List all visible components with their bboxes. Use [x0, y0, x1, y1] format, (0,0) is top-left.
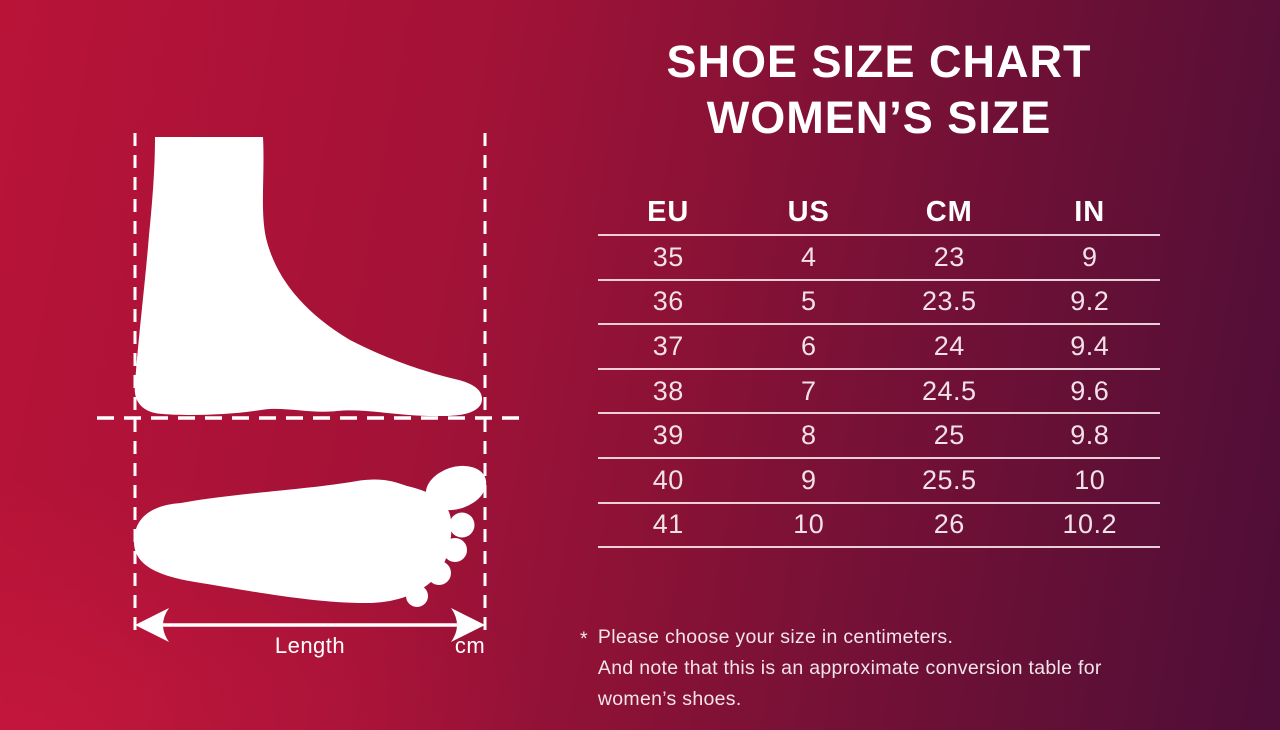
column-header: CM	[925, 195, 973, 228]
fifth-toe	[406, 585, 428, 607]
footnote-line-2: And note that this is an approximate con…	[597, 657, 1102, 710]
foot-measure-diagram: Length cm	[85, 120, 555, 680]
second-toe	[449, 512, 475, 538]
title-line-1: SHOE SIZE CHART	[666, 36, 1092, 87]
arrowhead-left	[135, 608, 169, 642]
title-line-2: WOMEN’S SIZE	[706, 92, 1052, 143]
table-cell: 26	[933, 509, 965, 540]
table-cell: 40	[652, 464, 684, 495]
big-toe	[425, 465, 487, 511]
length-arrow	[135, 608, 485, 642]
table-cell: 9.8	[1070, 420, 1110, 451]
table-cell: 10	[793, 509, 825, 540]
table-cell: 25	[933, 420, 965, 451]
table-cell: 6	[800, 330, 817, 361]
table-cell: 37	[652, 330, 684, 361]
column-header: US	[787, 195, 830, 228]
table-cell: 38	[652, 375, 684, 406]
table-cell: 24	[933, 330, 965, 361]
table-cell: 10	[1074, 464, 1106, 495]
table-cell: 35	[652, 241, 684, 272]
table-row: 37 6 24 9.4	[598, 325, 1160, 370]
table-cell: 23	[933, 241, 965, 272]
table-cell: 39	[652, 420, 684, 451]
table-row: 39 8 25 9.8	[598, 414, 1160, 459]
table-cell: 8	[800, 420, 817, 451]
table-cell: 9.6	[1070, 375, 1110, 406]
table-row: 40 9 25.5 10	[598, 459, 1160, 504]
fourth-toe	[427, 561, 451, 585]
table-row: 38 7 24.5 9.6	[598, 370, 1160, 415]
table-row: 36 5 23.5 9.2	[598, 281, 1160, 326]
size-conversion-table: EU US CM IN 35 4 23 9 36 5 23.5 9.2 37 6 24 9.4 38 7 24.5 9…	[598, 190, 1160, 549]
footnote: * Please choose your size in centimeters…	[580, 622, 1180, 715]
third-toe	[443, 538, 467, 562]
page-title: SHOE SIZE CHART WOMEN’S SIZE	[570, 34, 1188, 146]
table-cell: 10.2	[1062, 509, 1118, 540]
table-cell: 9.4	[1070, 330, 1110, 361]
table-cell: 41	[652, 509, 684, 540]
table-cell: 5	[800, 286, 817, 317]
table-cell: 7	[800, 375, 817, 406]
table-cell: 9.2	[1070, 286, 1110, 317]
footnote-line-1: Please choose your size in centimeters.	[597, 626, 954, 648]
table-row: 35 4 23 9	[598, 236, 1160, 281]
column-header: IN	[1074, 195, 1106, 228]
table-cell: 9	[800, 464, 817, 495]
foot-side-silhouette	[134, 137, 483, 417]
table-cell: 24.5	[921, 375, 977, 406]
table-cell: 25.5	[921, 464, 977, 495]
footnote-text: Please choose your size in centimeters. …	[598, 622, 1180, 715]
table-cell: 23.5	[921, 286, 977, 317]
arrowhead-right	[451, 608, 485, 642]
foot-diagram-graphic	[97, 133, 525, 642]
chart-panel: SHOE SIZE CHART WOMEN’S SIZE EU US CM IN 35 4…	[570, 0, 1188, 730]
cm-unit-label: cm	[454, 633, 486, 658]
length-label: Length	[274, 633, 346, 658]
table-cell: 36	[652, 286, 684, 317]
table-row: 41 10 26 10.2	[598, 504, 1160, 549]
table-cell: 9	[1081, 241, 1098, 272]
table-header-row: EU US CM IN	[598, 190, 1160, 236]
column-header: EU	[647, 195, 690, 228]
table-cell: 4	[800, 241, 817, 272]
footprint-silhouette	[134, 465, 487, 607]
asterisk-marker: *	[580, 628, 588, 650]
